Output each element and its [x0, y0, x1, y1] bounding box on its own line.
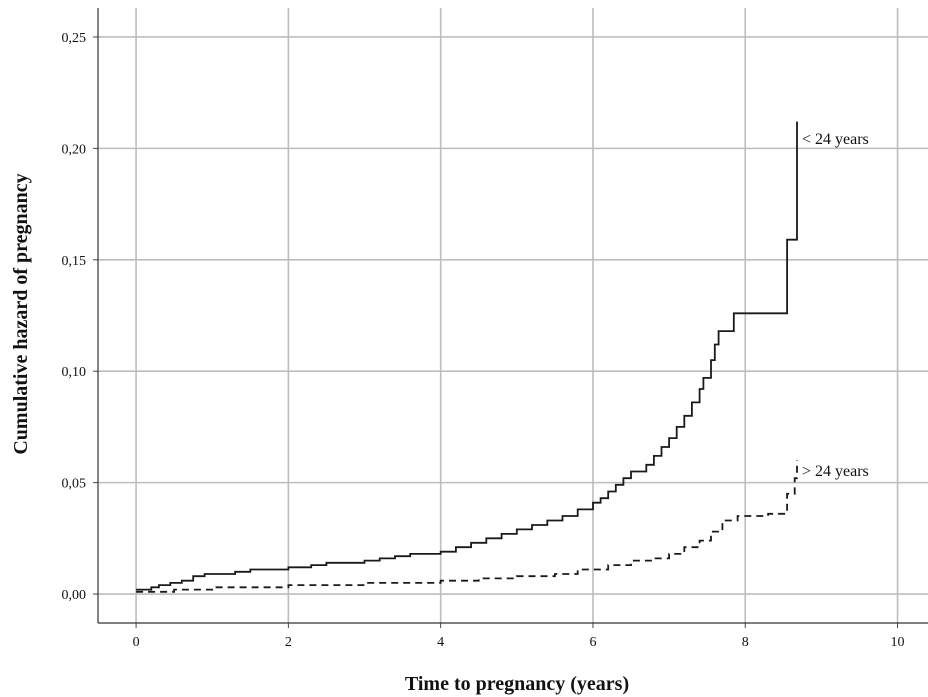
x-tick-label: 10 [891, 635, 905, 650]
series-lines [136, 121, 798, 593]
y-tick-label: 0,05 [62, 477, 87, 492]
x-tick-label: 2 [285, 635, 292, 650]
tick-labels: 0 2 4 6 8 10 0,00 0,05 0,10 0,15 0,20 0,25 [62, 31, 905, 650]
y-tick-label: 0,10 [62, 365, 87, 380]
x-tick-label: 4 [437, 635, 444, 650]
series-label-over-24: > 24 years [802, 463, 869, 480]
x-axis-title: Time to pregnancy (years) [405, 673, 629, 695]
y-tick-label: 0,25 [62, 31, 87, 46]
y-tick-label: 0,20 [62, 142, 87, 157]
y-tick-label: 0,15 [62, 254, 87, 269]
x-tick-label: 6 [589, 635, 596, 650]
series-line-under-24 [136, 121, 798, 591]
series-line-over-24 [136, 460, 798, 593]
y-axis-title: Cumulative hazard of pregnancy [10, 173, 32, 454]
grid [98, 8, 928, 623]
axes [93, 8, 928, 628]
y-tick-label: 0,00 [62, 588, 87, 603]
x-tick-label: 0 [133, 635, 140, 650]
x-tick-label: 8 [742, 635, 749, 650]
series-label-under-24: < 24 years [802, 131, 869, 148]
